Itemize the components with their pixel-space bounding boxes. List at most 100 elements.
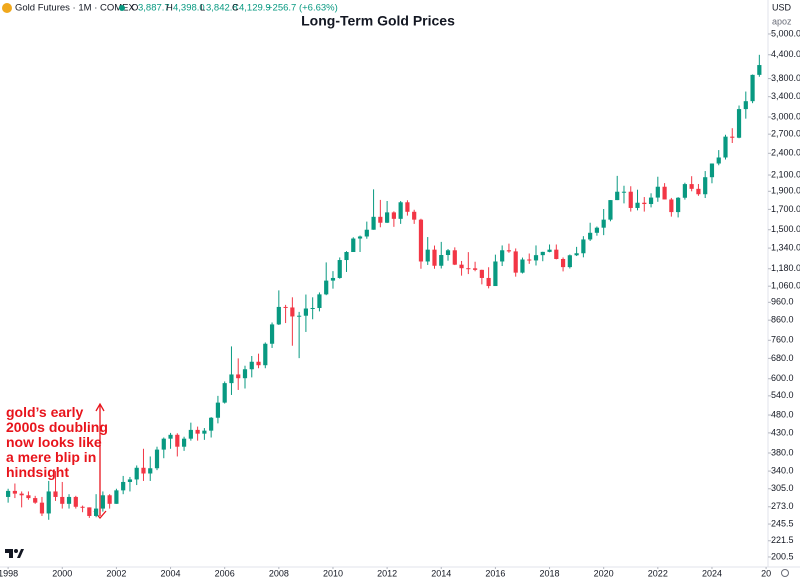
candle-body	[452, 250, 457, 265]
c-value: 4,129.9	[239, 3, 271, 14]
candle-body	[283, 306, 288, 308]
candle-body	[594, 227, 600, 233]
symbol: Gold Futures · 1M · COMEX	[15, 3, 135, 14]
y-tick-label: 600.0	[771, 373, 794, 383]
candle-body	[466, 268, 471, 270]
candle-body	[574, 253, 579, 256]
candle-body	[46, 491, 51, 514]
candle-body	[682, 184, 687, 198]
candle-body	[506, 250, 512, 252]
candle-body	[608, 200, 613, 220]
y-tick-label: 3,000.0	[771, 111, 800, 121]
candle-body	[100, 495, 105, 509]
candle-body	[357, 236, 363, 239]
y-tick-label: 430.0	[771, 427, 794, 437]
x-tick-label: 2020	[594, 568, 614, 578]
annotation-line: now looks like	[6, 434, 102, 450]
candle-body	[425, 249, 430, 262]
y-tick-label: 480.0	[771, 409, 794, 419]
candle-body	[303, 308, 308, 316]
candle-body	[635, 202, 640, 208]
candle-body	[344, 252, 349, 261]
candle-body	[736, 109, 742, 138]
status-dot	[119, 5, 125, 11]
candle-body	[107, 495, 112, 504]
candle-body	[148, 468, 153, 474]
candle-body	[141, 467, 146, 474]
candle-body	[364, 229, 369, 237]
candle-body	[621, 191, 627, 193]
candle-body	[500, 250, 505, 262]
l-label: L	[200, 3, 205, 14]
o-value: 3,887.7	[138, 3, 170, 14]
tradingview-logo	[5, 549, 24, 558]
y-tick-label: 2,700.0	[771, 129, 800, 139]
y-tick-label: 680.0	[771, 353, 794, 363]
candle-body	[134, 467, 139, 480]
candle-body	[655, 186, 660, 198]
candle-body	[439, 255, 444, 266]
candle-body	[6, 490, 11, 497]
currency: USD	[772, 2, 792, 12]
x-tick-label: 2012	[377, 568, 397, 578]
candle-body	[581, 239, 586, 254]
x-tick-label: 2006	[215, 568, 235, 578]
candle-body	[310, 307, 315, 309]
candle-body	[588, 232, 593, 240]
candle-body	[662, 186, 667, 200]
candle-body	[743, 101, 748, 110]
h-value: 4,398.0	[173, 3, 205, 14]
candle-body	[297, 315, 302, 317]
candle-body	[127, 479, 133, 482]
candle-body	[276, 306, 281, 325]
candle-body	[527, 259, 532, 261]
candle-body	[412, 211, 417, 220]
candle-body	[242, 369, 248, 379]
y-tick-label: 4,400.0	[771, 49, 800, 59]
candle-body	[398, 202, 403, 219]
candle-body	[696, 188, 701, 195]
settings-icon[interactable]	[781, 569, 789, 577]
x-tick-label: 2014	[431, 568, 451, 578]
candle-body	[418, 219, 424, 262]
chart-title: Long-Term Gold Prices	[301, 13, 455, 29]
annotation-line: hindsight	[6, 464, 69, 480]
candle-body	[493, 261, 498, 287]
x-tick-label: 2010	[323, 568, 343, 578]
x-tick-label: 2000	[52, 568, 72, 578]
candle-body	[445, 250, 451, 256]
annotation: gold’s early 2000s doubling now looks li…	[6, 402, 108, 519]
header: Gold Futures · 1M · COMEX O 3,887.7 H 4,…	[2, 3, 338, 14]
candle-body	[703, 177, 708, 195]
candle-body	[94, 508, 99, 516]
y-tick-label: 2,100.0	[771, 169, 800, 179]
x-tick-label: 2016	[485, 568, 505, 578]
candle-body	[121, 481, 126, 491]
candle-body	[628, 191, 633, 208]
annotation-line: a mere blip in	[6, 449, 96, 465]
candle-body	[730, 136, 735, 138]
candle-body	[520, 259, 525, 273]
candle-body	[87, 507, 92, 516]
y-tick-label: 540.0	[771, 390, 794, 400]
y-tick-label: 960.0	[771, 297, 794, 307]
candle-body	[154, 449, 160, 469]
candle-body	[615, 191, 620, 201]
x-tick-label: 2024	[702, 568, 722, 578]
y-tick-label: 860.0	[771, 315, 794, 325]
candle-body	[601, 219, 606, 228]
candle-body	[540, 251, 545, 256]
candle-body	[378, 216, 383, 223]
candle-body	[385, 212, 390, 223]
candle-body	[269, 324, 275, 344]
candle-body	[19, 493, 24, 496]
candle-body	[26, 495, 31, 499]
y-tick-label: 760.0	[771, 335, 794, 345]
candle-body	[432, 249, 437, 266]
y-tick-label: 1,340.0	[771, 242, 800, 252]
candle-body	[567, 255, 572, 268]
candle-body	[60, 496, 65, 504]
candle-body	[236, 374, 241, 379]
candle-body	[479, 269, 484, 278]
